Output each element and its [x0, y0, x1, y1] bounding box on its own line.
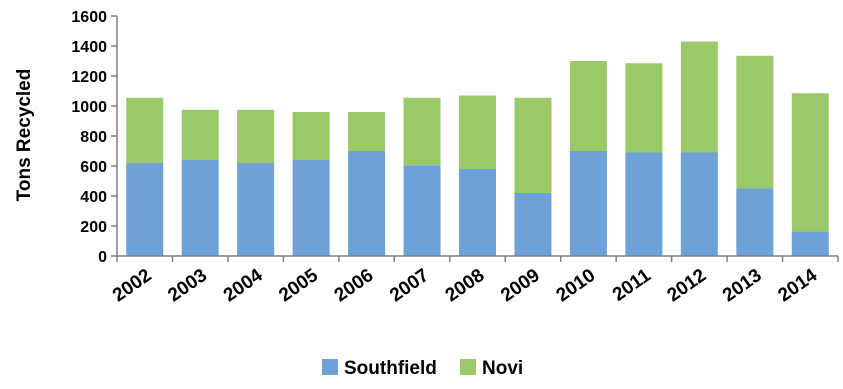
- bar-southfield-2010: [569, 151, 607, 256]
- bar-novi-2004: [237, 109, 275, 163]
- y-tick-label: 1400: [71, 39, 107, 56]
- y-tick-label: 200: [80, 219, 107, 236]
- bar-novi-2003: [181, 109, 219, 160]
- bar-southfield-2008: [459, 169, 496, 256]
- bar-novi-2002: [126, 97, 164, 163]
- y-tick-label: 1600: [71, 9, 107, 26]
- y-axis-ticks: 0 200 400 600 800 1000 1200 1400 1600: [71, 9, 117, 266]
- x-tick-label: 2008: [442, 265, 489, 306]
- legend-swatch-novi: [460, 359, 476, 375]
- bar-southfield-2004: [237, 163, 275, 256]
- x-tick-label: 2006: [331, 265, 378, 306]
- legend: Southfield Novi: [322, 358, 523, 379]
- y-tick-label: 1200: [71, 69, 107, 86]
- x-tick-label: 2002: [109, 265, 156, 306]
- y-tick-label: 1000: [71, 99, 107, 116]
- bar-southfield-2011: [625, 152, 663, 256]
- x-tick-label: 2007: [386, 265, 433, 306]
- x-tick-label: 2003: [164, 265, 211, 306]
- x-tick-label: 2014: [774, 265, 821, 307]
- x-tick-label: 2012: [664, 265, 711, 306]
- x-tick-label: 2005: [275, 265, 322, 307]
- x-tick-label: 2010: [553, 265, 600, 306]
- y-tick-label: 800: [80, 129, 107, 146]
- legend-swatch-southfield: [322, 359, 338, 375]
- legend-label-novi: Novi: [482, 358, 523, 379]
- bar-southfield-2013: [736, 188, 774, 256]
- bar-southfield-2007: [403, 165, 441, 256]
- bars-group: [126, 41, 829, 256]
- bar-novi-2010: [569, 61, 607, 151]
- bar-southfield-2009: [514, 193, 552, 256]
- bar-novi-2005: [292, 112, 330, 160]
- bar-southfield-2014: [791, 231, 829, 256]
- bar-novi-2008: [459, 95, 496, 169]
- bar-novi-2006: [348, 112, 386, 151]
- bar-southfield-2006: [348, 151, 386, 256]
- bar-novi-2012: [680, 41, 718, 153]
- bar-novi-2014: [791, 93, 829, 232]
- bar-novi-2007: [403, 97, 441, 166]
- x-axis-ticks: 2002 2003 2004 2005 2006 2007 2008 2009 2010 2011…: [109, 256, 839, 307]
- y-tick-label: 600: [80, 159, 107, 176]
- bar-southfield-2005: [292, 160, 330, 256]
- bar-southfield-2003: [181, 160, 219, 256]
- bar-southfield-2012: [680, 152, 718, 256]
- x-tick-label: 2013: [719, 265, 766, 306]
- y-axis-title: Tons Recycled: [14, 69, 35, 202]
- bar-novi-2011: [625, 63, 663, 153]
- y-tick-label: 0: [98, 249, 107, 266]
- x-tick-label: 2009: [497, 265, 544, 306]
- bar-novi-2009: [514, 97, 552, 193]
- y-tick-label: 400: [80, 189, 107, 206]
- x-tick-label: 2004: [220, 265, 267, 307]
- legend-label-southfield: Southfield: [344, 358, 437, 379]
- bar-novi-2013: [736, 55, 774, 189]
- x-tick-label: 2011: [609, 265, 655, 306]
- bar-southfield-2002: [126, 163, 164, 256]
